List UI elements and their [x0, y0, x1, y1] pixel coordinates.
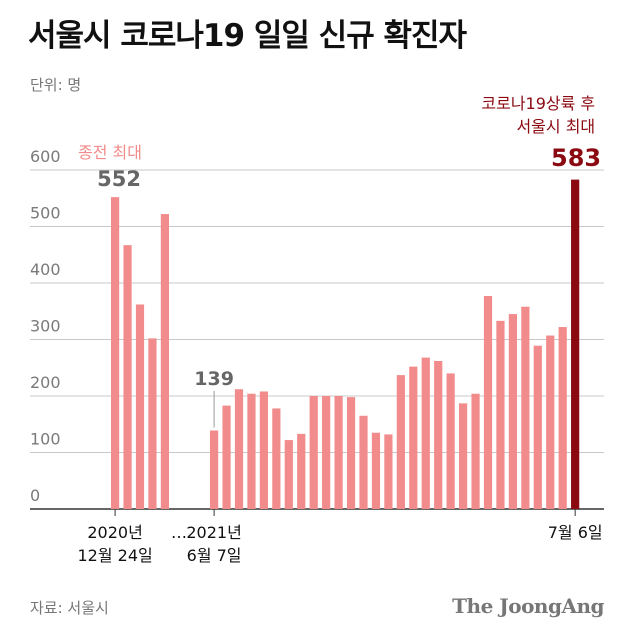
bar: [135, 304, 145, 509]
bar: [521, 306, 530, 509]
annotation-552-value: 552: [97, 167, 141, 191]
bar: [446, 373, 455, 509]
bar: [508, 314, 517, 509]
bar: [111, 197, 120, 509]
annotation-previous-max-label: 종전 최대: [78, 143, 142, 162]
unit-label: 단위: 명: [30, 76, 82, 94]
bar-highlight: [571, 179, 580, 510]
x-tick-label: 12월 24일: [77, 546, 152, 565]
x-tick-label: 2020년: [87, 523, 142, 542]
bar: [309, 396, 318, 509]
bar: [346, 397, 356, 509]
y-tick-label: 400: [30, 260, 61, 279]
y-tick-label: 0: [30, 486, 40, 505]
bar: [259, 391, 268, 509]
x-tick-label: 7월 6일: [548, 523, 603, 542]
bar: [371, 432, 381, 509]
bar: [421, 357, 430, 509]
bar: [247, 393, 256, 509]
bar: [359, 415, 368, 509]
bar: [322, 396, 331, 509]
bar: [409, 366, 418, 509]
x-tick-label: 2021년: [186, 523, 241, 542]
chart-title: 서울시 코로나19 일일 신규 확진자: [28, 18, 467, 54]
bar: [160, 214, 169, 509]
bar: [496, 320, 505, 509]
annotation-record-label: 서울시 최대: [516, 117, 595, 136]
bar: [123, 245, 132, 509]
annotation-139-value: 139: [194, 368, 234, 390]
bar: [471, 393, 480, 509]
bar: [483, 295, 493, 509]
bar: [222, 405, 231, 509]
y-tick-label: 600: [30, 147, 61, 166]
bar: [558, 327, 567, 509]
bar: [210, 430, 219, 509]
x-tick-label: 6월 7일: [187, 546, 242, 565]
bar: [434, 360, 443, 509]
bar: [234, 389, 244, 509]
bar: [272, 408, 281, 509]
y-tick-label: 500: [30, 204, 61, 223]
bar: [546, 335, 555, 509]
bar: [284, 440, 293, 509]
brand-logo: The JoongAng: [452, 594, 604, 618]
bar: [148, 338, 157, 509]
y-tick-label: 100: [30, 430, 61, 449]
annotation-583-value: 583: [551, 144, 601, 172]
bar: [533, 345, 542, 509]
annotation-record-label: 코로나19상륙 후: [481, 94, 595, 113]
bar: [297, 433, 306, 509]
y-tick-label: 300: [30, 317, 61, 336]
source-label: 자료: 서울시: [30, 599, 109, 617]
bar: [459, 403, 468, 509]
y-tick-label: 200: [30, 373, 61, 392]
bar: [334, 396, 343, 509]
x-tick-label: …: [171, 523, 187, 542]
bar: [396, 375, 405, 509]
bar: [384, 434, 393, 509]
